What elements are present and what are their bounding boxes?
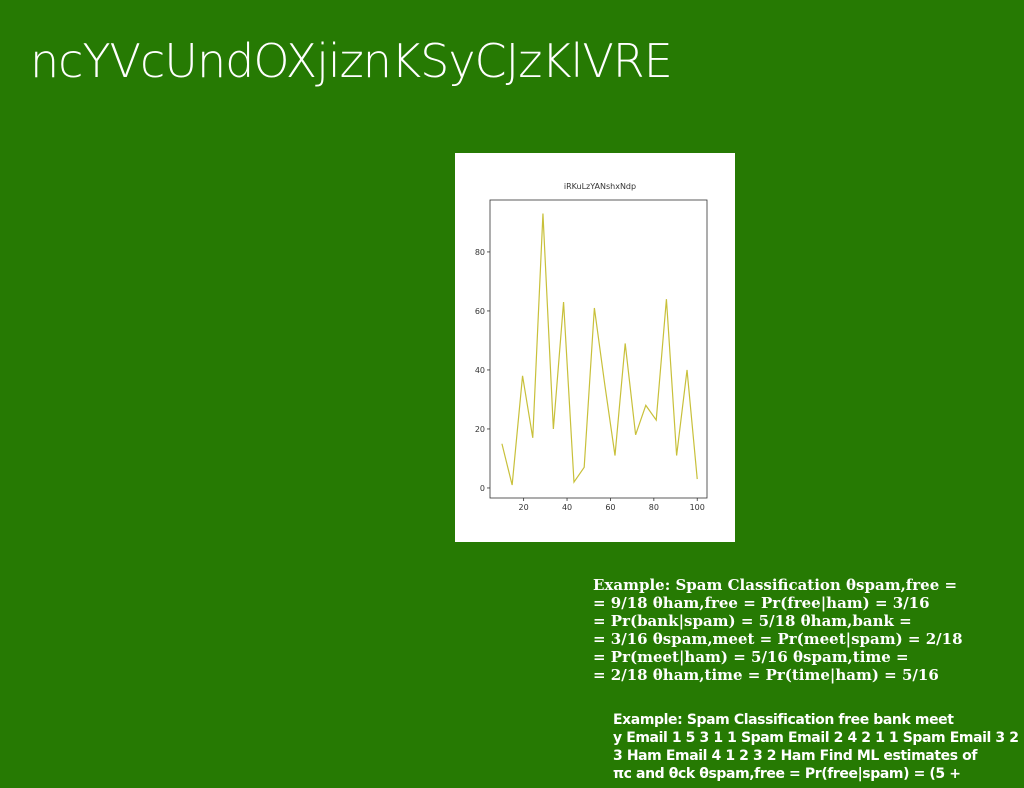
text-line: y Email 1 5 3 1 1 Spam Email 2 4 2 1 1 S… bbox=[613, 730, 1024, 746]
data-line bbox=[501, 213, 698, 486]
x-tick-label: 100 bbox=[690, 503, 705, 512]
slide-title: ncYVcUndOXjiznKSyCJzKlVRE bbox=[30, 34, 673, 88]
y-tick-label: 0 bbox=[480, 484, 485, 493]
chart-title: iRKuLzYANshxNdp bbox=[564, 182, 636, 191]
text-line: Example: Spam Classification free bank m… bbox=[613, 712, 954, 728]
text-line: Example: Spam Classification θspam,free … bbox=[593, 576, 958, 594]
y-tick-label: 60 bbox=[475, 307, 485, 316]
text-line: πc and θck θspam,free = Pr(free|spam) = … bbox=[613, 766, 961, 782]
y-tick-label: 80 bbox=[475, 248, 485, 257]
text-line: 3 Ham Email 4 1 2 3 2 Ham Find ML estima… bbox=[613, 748, 978, 764]
chart: iRKuLzYANshxNdp 20 40 60 80 100 0 20 40 60 80 bbox=[475, 182, 708, 512]
x-tick-label: 80 bbox=[649, 503, 659, 512]
text-line: = Pr(meet|ham) = 5/16 θspam,time = bbox=[593, 648, 909, 666]
text-line: = Pr(bank|spam) = 5/18 θham,bank = bbox=[593, 612, 912, 630]
text-block: Example: Spam Classification free bank m… bbox=[613, 711, 1024, 783]
x-tick-label: 60 bbox=[605, 503, 615, 512]
x-tick-label: 40 bbox=[562, 503, 572, 512]
plot-frame bbox=[489, 199, 708, 499]
text-line: = 2/18 θham,time = Pr(time|ham) = 5/16 bbox=[593, 666, 939, 684]
y-tick-label: 40 bbox=[475, 366, 485, 375]
text-block: Example: Spam Classification θspam,free … bbox=[593, 576, 963, 684]
text-line: = 3/16 θspam,meet = Pr(meet|spam) = 2/18 bbox=[593, 630, 963, 648]
chart-image: iRKuLzYANshxNdp 20 40 60 80 100 0 20 40 60 80 bbox=[455, 153, 735, 542]
y-tick-label: 20 bbox=[475, 425, 485, 434]
x-tick-label: 20 bbox=[519, 503, 529, 512]
text-line: = 9/18 θham,free = Pr(free|ham) = 3/16 bbox=[593, 594, 930, 612]
